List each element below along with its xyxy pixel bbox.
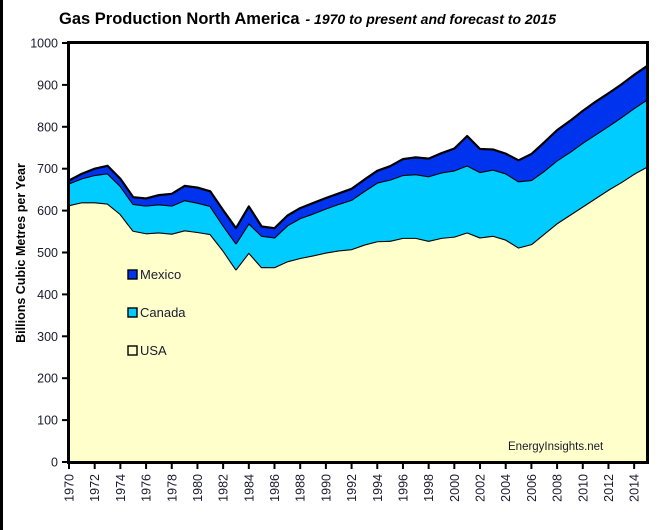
- legend-label-canada: Canada: [140, 305, 186, 320]
- x-tick-label: 1984: [242, 474, 256, 502]
- x-tick-label: 2000: [448, 474, 462, 502]
- x-axis-ticks: 1970 1972 1974 1976 1978 1980 1982 1984 1986 1988…: [63, 462, 642, 502]
- x-tick-label: 1982: [217, 474, 231, 502]
- x-tick-label: 1994: [371, 474, 385, 502]
- y-tick-label: 800: [37, 120, 58, 134]
- gas-production-area-chart: Gas Production North America - 1970 to p…: [14, 10, 649, 502]
- x-tick-label: 1974: [114, 474, 128, 502]
- y-tick-label: 200: [37, 372, 58, 386]
- y-axis-ticks: 0 100 200 300 400 500 600 700 800 900 1000: [30, 37, 69, 470]
- x-tick-label: 1990: [319, 474, 333, 502]
- y-tick-label: 300: [37, 330, 58, 344]
- chart-subtitle: - 1970 to present and forecast to 2015: [306, 11, 557, 27]
- x-tick-label: 1978: [165, 474, 179, 502]
- x-tick-label: 1998: [422, 474, 436, 502]
- x-tick-label: 2006: [525, 474, 539, 502]
- x-tick-label: 1992: [345, 474, 359, 502]
- x-tick-label: 2008: [551, 474, 565, 502]
- legend-swatch-mexico: [127, 269, 138, 280]
- x-tick-label: 2004: [499, 474, 513, 502]
- legend-label-mexico: Mexico: [140, 267, 181, 282]
- y-tick-label: 500: [37, 246, 58, 260]
- legend-swatch-canada: [127, 307, 138, 318]
- x-tick-label: 1980: [191, 474, 205, 502]
- y-tick-label: 600: [37, 204, 58, 218]
- legend-label-usa: USA: [140, 343, 167, 358]
- x-tick-label: 2002: [474, 474, 488, 502]
- y-tick-label: 700: [37, 162, 58, 176]
- watermark-label: EnergyInsights.net: [508, 441, 604, 453]
- y-tick-label: 100: [37, 414, 58, 428]
- x-tick-label: 1976: [140, 474, 154, 502]
- y-tick-label: 1000: [30, 37, 58, 51]
- x-tick-label: 2010: [576, 474, 590, 502]
- plot-series-group: [68, 65, 648, 463]
- x-tick-label: 1988: [294, 474, 308, 502]
- y-tick-label: 0: [51, 456, 58, 470]
- x-tick-label: 2012: [602, 474, 616, 502]
- chart-legend: Mexico Canada USA: [127, 267, 186, 358]
- y-tick-label: 400: [37, 288, 58, 302]
- x-tick-label: 2014: [628, 474, 642, 502]
- x-tick-label: 1986: [268, 474, 282, 502]
- x-tick-label: 1996: [396, 474, 410, 502]
- x-tick-label: 1972: [88, 474, 102, 502]
- y-axis-label: Billions Cubic Metres per Year: [14, 163, 28, 343]
- series-outline-mexico: [68, 65, 648, 230]
- chart-title: Gas Production North America: [59, 10, 300, 28]
- legend-swatch-usa: [127, 345, 138, 356]
- x-tick-label: 1970: [63, 474, 77, 502]
- y-tick-label: 900: [37, 78, 58, 92]
